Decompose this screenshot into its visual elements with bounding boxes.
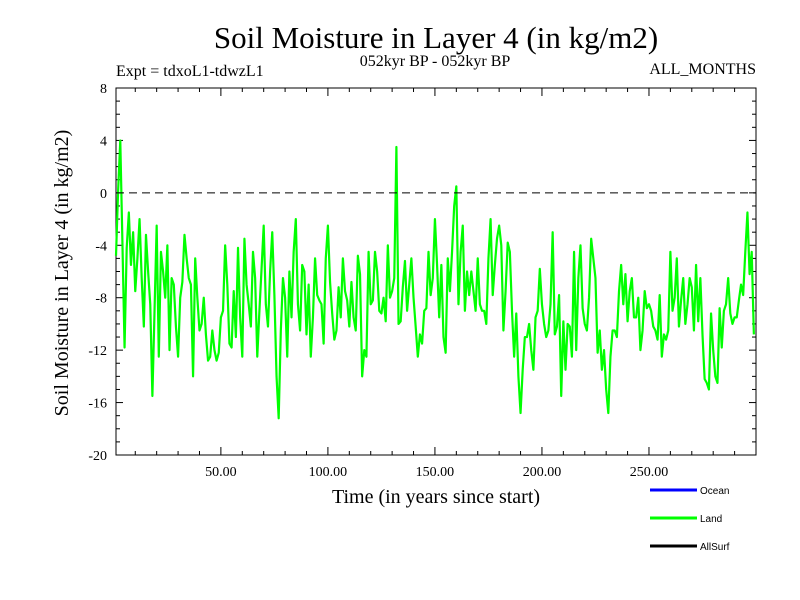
- chart-title: Soil Moisture in Layer 4 (in kg/m2): [214, 20, 658, 55]
- x-tick-label: 100.00: [309, 465, 348, 480]
- series-layer: [114, 139, 755, 420]
- y-tick-label: 4: [100, 134, 107, 149]
- months-label: ALL_MONTHS: [649, 61, 756, 78]
- experiment-label: Expt = tdxoL1-tdwzL1: [116, 63, 264, 80]
- x-tick-label: 200.00: [523, 465, 562, 480]
- series-line-land: [114, 139, 755, 420]
- y-tick-label: -8: [95, 292, 107, 307]
- legend: Ocean Land AllSurf: [650, 486, 730, 553]
- y-tick-label: -4: [95, 239, 107, 254]
- legend-allsurf-label: AllSurf: [700, 542, 730, 553]
- plot-frame: [115, 87, 757, 456]
- y-tick-label: -12: [88, 344, 107, 359]
- y-tick-label: 0: [100, 187, 107, 202]
- y-tick-label: 8: [100, 82, 107, 97]
- x-axis-label: Time (in years since start): [332, 486, 540, 508]
- x-tick-label: 150.00: [416, 465, 455, 480]
- legend-land-label: Land: [700, 514, 722, 525]
- y-tick-label: -20: [88, 449, 107, 464]
- axis-ticks: [116, 87, 756, 456]
- legend-ocean-label: Ocean: [700, 486, 729, 497]
- axis-tick-labels: -20 -16 -12 -8 -4 0 4 8 50.00 100.00 150.00 200.00 2…: [88, 82, 668, 480]
- x-tick-label: 250.00: [630, 465, 669, 480]
- x-tick-label: 50.00: [205, 465, 237, 480]
- period-label: 052kyr BP - 052kyr BP: [360, 53, 511, 70]
- y-axis-label: Soil Moisture in Layer 4 (in kg/m2): [51, 130, 73, 417]
- y-tick-label: -16: [88, 397, 107, 412]
